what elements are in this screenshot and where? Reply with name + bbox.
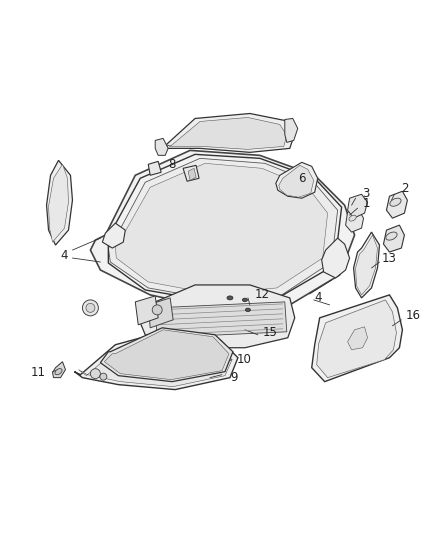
Text: 1: 1 <box>363 197 370 209</box>
Text: 15: 15 <box>262 326 277 340</box>
Polygon shape <box>100 328 233 382</box>
Polygon shape <box>386 191 407 218</box>
Polygon shape <box>115 163 328 294</box>
Ellipse shape <box>55 369 62 375</box>
Ellipse shape <box>245 308 251 312</box>
Ellipse shape <box>386 232 397 240</box>
Text: 6: 6 <box>298 172 305 185</box>
Polygon shape <box>188 168 196 180</box>
Polygon shape <box>74 330 238 390</box>
Text: 11: 11 <box>31 366 46 379</box>
Polygon shape <box>285 118 298 142</box>
Text: 3: 3 <box>362 187 369 200</box>
Circle shape <box>152 305 162 315</box>
Polygon shape <box>78 333 232 386</box>
Polygon shape <box>321 238 350 278</box>
Ellipse shape <box>227 296 233 300</box>
Text: 13: 13 <box>382 252 397 264</box>
Text: 12: 12 <box>254 288 269 301</box>
Polygon shape <box>384 225 404 252</box>
Circle shape <box>100 373 107 380</box>
Polygon shape <box>135 296 158 325</box>
Text: 4: 4 <box>314 292 321 304</box>
Text: 16: 16 <box>406 309 421 322</box>
Polygon shape <box>165 117 287 149</box>
Polygon shape <box>353 232 379 298</box>
Polygon shape <box>348 194 367 218</box>
Polygon shape <box>356 235 378 295</box>
Circle shape <box>82 300 99 316</box>
Polygon shape <box>155 139 168 155</box>
Polygon shape <box>317 300 396 378</box>
Polygon shape <box>312 295 403 382</box>
Polygon shape <box>148 161 161 175</box>
Text: 9: 9 <box>230 371 238 384</box>
Polygon shape <box>148 298 173 328</box>
Polygon shape <box>348 327 367 350</box>
Polygon shape <box>276 163 318 198</box>
Text: 2: 2 <box>401 182 408 195</box>
Ellipse shape <box>390 198 401 206</box>
Text: 4: 4 <box>61 248 68 262</box>
Polygon shape <box>183 165 199 181</box>
Polygon shape <box>53 362 66 378</box>
Polygon shape <box>138 285 295 348</box>
Polygon shape <box>104 330 229 379</box>
Ellipse shape <box>349 215 356 221</box>
Polygon shape <box>46 160 72 245</box>
Polygon shape <box>108 158 338 300</box>
Circle shape <box>90 369 100 378</box>
Polygon shape <box>90 150 355 310</box>
Polygon shape <box>49 164 68 242</box>
Ellipse shape <box>242 298 247 302</box>
Polygon shape <box>279 165 314 197</box>
Text: 10: 10 <box>237 353 251 366</box>
Polygon shape <box>158 114 295 152</box>
Circle shape <box>86 303 95 312</box>
Polygon shape <box>346 208 364 232</box>
Polygon shape <box>102 223 125 248</box>
Text: 8: 8 <box>169 158 176 171</box>
Polygon shape <box>155 302 287 338</box>
